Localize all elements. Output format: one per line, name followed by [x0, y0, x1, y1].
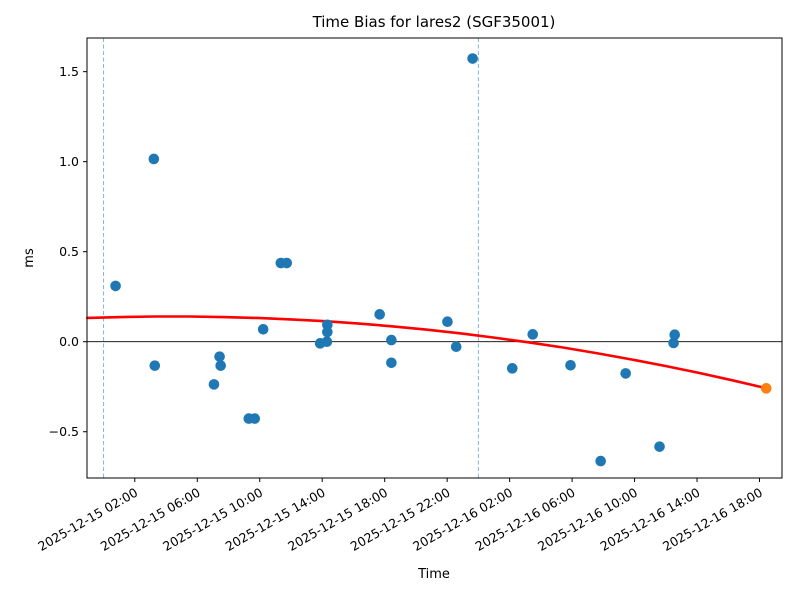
data-point — [249, 413, 261, 424]
data-point — [214, 351, 225, 362]
data-point — [110, 280, 121, 292]
y-tick-label: 1.5 — [59, 64, 79, 79]
x-axis-label: Time — [417, 567, 450, 582]
data-point — [654, 441, 665, 452]
data-point — [149, 360, 161, 371]
data-point — [595, 455, 606, 467]
data-point — [386, 334, 397, 346]
y-tick-label: 0.5 — [59, 244, 79, 259]
data-point — [374, 309, 385, 320]
data-point — [668, 337, 679, 349]
data-point — [565, 359, 576, 371]
y-tick-label: 0.0 — [59, 334, 79, 349]
data-point — [148, 153, 160, 165]
y-axis-label: ms — [22, 248, 37, 268]
data-point — [450, 341, 462, 353]
data-point — [281, 257, 293, 269]
data-point — [215, 360, 226, 371]
data-point — [442, 316, 453, 328]
chart-title: Time Bias for lares2 (SGF35001) — [312, 13, 556, 31]
y-tick-label: 1.0 — [59, 154, 79, 169]
data-point — [527, 329, 539, 340]
data-point — [257, 323, 269, 335]
data-point — [321, 336, 333, 348]
data-point — [208, 379, 220, 390]
highlight-point — [760, 383, 772, 394]
data-point — [506, 363, 518, 374]
y-tick-label: −0.5 — [49, 424, 79, 439]
plot-border — [86, 37, 783, 479]
data-point — [467, 53, 478, 64]
data-point — [669, 329, 681, 340]
trend-line — [86, 315, 768, 390]
x-tick-label: 2025-12-15 02:00 — [35, 485, 140, 554]
data-point — [386, 357, 397, 369]
data-point — [322, 326, 333, 338]
data-point — [620, 368, 631, 379]
